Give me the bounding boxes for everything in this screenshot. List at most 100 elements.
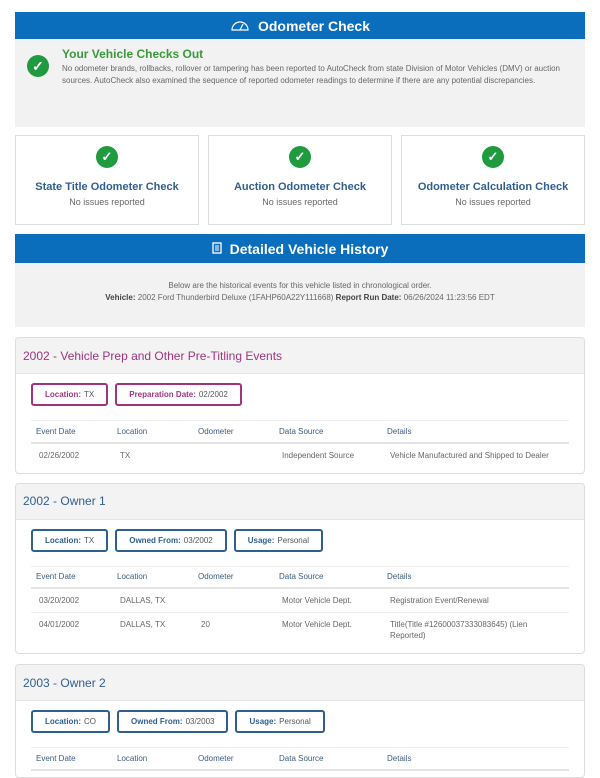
check-icon: ✓: [289, 146, 311, 168]
history-section: 2002 - Vehicle Prep and Other Pre-Titlin…: [15, 337, 585, 474]
column-header: Details: [382, 566, 569, 589]
section-body: Location: CO Owned From: 03/2003 Usage: Perso…: [16, 701, 584, 777]
table-cell: TX: [120, 450, 131, 460]
column-header: Details: [382, 420, 569, 444]
badge-value: CO: [84, 717, 96, 726]
run-date-value: 06/26/2024 11:23:56 EDT: [403, 293, 495, 302]
odometer-check-header: Odometer Check: [15, 12, 585, 39]
check-cards: ✓ State Title Odometer Check No issues rep…: [15, 135, 585, 225]
events-table: Event Date Location Odometer Data Source Det…: [31, 420, 569, 467]
check-card: ✓ State Title Odometer Check No issues rep…: [15, 135, 199, 225]
badge-label: Owned From:: [131, 717, 183, 726]
history-sections: 2002 - Vehicle Prep and Other Pre-Titlin…: [15, 337, 585, 778]
badge-value: TX: [84, 390, 95, 399]
badge-value: 03/2002: [183, 535, 213, 545]
document-icon: [211, 241, 222, 257]
events-table: Event Date Location Odometer Data Source Det…: [31, 747, 569, 771]
section-title: 2002 - Owner 1: [16, 483, 584, 520]
badges: Location: CO Owned From: 03/2003 Usage: Perso…: [31, 710, 569, 733]
card-status: No issues reported: [262, 197, 338, 207]
table-cell: DALLAS, TX: [120, 620, 166, 629]
column-header: Event Date: [31, 420, 112, 444]
column-header: Event Date: [31, 566, 112, 589]
badges: Location: TX Owned From: 03/2002 Usage: Perso…: [31, 528, 569, 552]
badges: Location: TX Preparation Date: 02/2002: [31, 383, 569, 406]
info-badge: Owned From: 03/2002: [115, 528, 227, 552]
summary-text: No odometer brands, rollbacks, rollover …: [62, 64, 561, 85]
badge-label: Location:: [45, 717, 81, 726]
odometer-check-title: Odometer Check: [257, 17, 371, 34]
table-cell: Vehicle Manufactured and Shipped to Deal…: [390, 450, 549, 460]
card-status: No issues reported: [455, 197, 531, 207]
badge-value: Personal: [277, 535, 309, 545]
column-header: Data Source: [274, 747, 382, 771]
badge-label: Preparation Date:: [129, 390, 196, 399]
summary-box: ✓ Your Vehicle Checks Out No odometer br…: [15, 39, 585, 127]
check-card: ✓ Auction Odometer Check No issues reporte…: [208, 135, 392, 225]
table-cell: 03/20/2002: [31, 588, 112, 613]
events-table: Event Date Location Odometer Data Source Det…: [31, 565, 569, 648]
table-row: 04/01/2002 DALLAS, TX 20 Motor Vehicle Dept…: [31, 613, 569, 648]
table-cell: Motor Vehicle Dept.: [282, 620, 352, 629]
table-cell: 20: [201, 620, 210, 629]
column-header: Data Source: [274, 420, 382, 444]
vehicle-label: Vehicle:: [105, 293, 136, 302]
history-header: Detailed Vehicle History: [15, 234, 585, 263]
table-row: 02/26/2002 TX Independent Source Vehicle Ma…: [31, 443, 569, 467]
history-title: Detailed Vehicle History: [229, 240, 389, 257]
info-badge: Usage: Personal: [233, 528, 323, 552]
report: Odometer Check ✓ Your Vehicle Checks Out…: [15, 12, 585, 778]
badge-label: Location:: [45, 535, 81, 545]
column-header: Odometer: [193, 566, 274, 589]
card-status: No issues reported: [69, 197, 145, 207]
table-cell: Title(Title #12600037333083645) (Lien Re…: [390, 620, 528, 640]
column-header: Data Source: [274, 566, 382, 589]
speedometer-icon: [230, 18, 250, 34]
table-cell: [193, 443, 274, 467]
table-cell: Motor Vehicle Dept.: [274, 588, 382, 613]
column-header: Odometer: [193, 420, 274, 444]
run-date-label: Report Run Date:: [335, 293, 402, 302]
column-header: Odometer: [193, 747, 274, 771]
badge-value: 03/2003: [185, 717, 215, 726]
column-header: Event Date: [31, 747, 112, 771]
table-cell: 04/01/2002: [39, 620, 80, 629]
summary-title: Your Vehicle Checks Out: [62, 47, 204, 61]
badge-value: 02/2002: [198, 390, 228, 399]
info-badge: Location: TX: [31, 383, 109, 406]
table-row: 03/20/2002 DALLAS, TX Motor Vehicle Dept. R…: [31, 588, 569, 613]
vehicle-value: 2002 Ford Thunderbird Deluxe (1FAHP60A22…: [137, 293, 334, 302]
column-header: Details: [382, 747, 569, 771]
history-section: 2002 - Owner 1 Location: TX Owned From: 03/2…: [15, 482, 585, 654]
check-icon: ✓: [482, 146, 504, 168]
section-body: Location: TX Owned From: 03/2002 Usage: Perso…: [16, 520, 584, 654]
check-icon: ✓: [27, 55, 49, 77]
info-badge: Location: CO: [31, 710, 110, 733]
history-section: 2003 - Owner 2 Location: CO Owned From: 03/2…: [15, 664, 585, 778]
check-card: ✓ Odometer Calculation Check No issues rep…: [401, 135, 585, 225]
badge-value: TX: [84, 535, 95, 545]
card-title: Auction Odometer Check: [233, 181, 367, 193]
badge-value: Personal: [279, 717, 311, 726]
badge-label: Owned From:: [129, 535, 181, 545]
column-header: Location: [112, 420, 193, 444]
info-badge: Usage: Personal: [235, 710, 325, 733]
check-icon: ✓: [96, 146, 118, 168]
badge-label: Usage:: [247, 535, 275, 545]
table-cell: DALLAS, TX: [112, 588, 193, 613]
section-title: 2002 - Vehicle Prep and Other Pre-Titlin…: [16, 338, 584, 374]
badge-label: Location:: [45, 390, 81, 399]
card-title: State Title Odometer Check: [35, 181, 179, 193]
table-cell: Registration Event/Renewal: [382, 588, 569, 613]
table-cell: Independent Source: [282, 450, 355, 460]
table-cell: 02/26/2002: [39, 450, 80, 460]
column-header: Location: [112, 747, 193, 771]
info-badge: Owned From: 03/2003: [117, 710, 229, 733]
table-cell: [193, 588, 274, 613]
card-title: Odometer Calculation Check: [417, 181, 569, 193]
info-badge: Location: TX: [31, 528, 109, 552]
history-info: Below are the historical events for this…: [15, 263, 585, 327]
section-body: Location: TX Preparation Date: 02/2002 Event…: [16, 374, 584, 473]
info-badge: Preparation Date: 02/2002: [115, 383, 242, 406]
section-title: 2003 - Owner 2: [16, 665, 584, 701]
